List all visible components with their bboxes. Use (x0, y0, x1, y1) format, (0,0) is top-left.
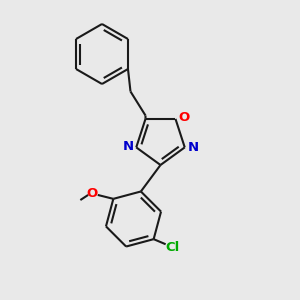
Text: Cl: Cl (165, 241, 180, 254)
Text: O: O (178, 111, 190, 124)
Text: N: N (122, 140, 134, 153)
Text: N: N (188, 142, 199, 154)
Text: O: O (86, 187, 98, 200)
